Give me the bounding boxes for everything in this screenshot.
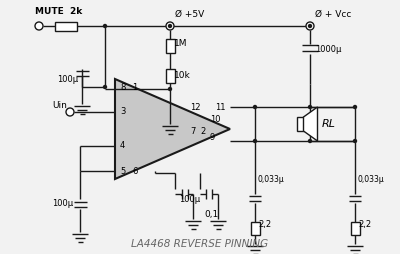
Text: Ø +5V: Ø +5V	[175, 9, 204, 19]
Text: 11: 11	[215, 103, 226, 112]
Bar	[296, 117, 304, 131]
Circle shape	[306, 22, 314, 30]
Text: 10: 10	[210, 115, 220, 123]
Text: 8: 8	[120, 83, 125, 91]
Text: 3: 3	[120, 107, 125, 117]
Text: LA4468 REVERSE PINNING: LA4468 REVERSE PINNING	[132, 239, 268, 249]
Circle shape	[308, 139, 312, 142]
Bar	[55, 22, 77, 30]
Text: 2,2: 2,2	[258, 219, 271, 229]
Circle shape	[254, 139, 256, 142]
Polygon shape	[115, 79, 230, 179]
Text: Ø + Vcc: Ø + Vcc	[315, 9, 351, 19]
Text: 100μ: 100μ	[57, 74, 78, 84]
Text: 4: 4	[120, 141, 125, 151]
Circle shape	[354, 105, 356, 108]
Text: RL: RL	[322, 119, 336, 129]
Circle shape	[308, 24, 312, 27]
Bar	[250, 221, 260, 234]
Text: 1: 1	[132, 83, 137, 91]
Bar	[350, 221, 360, 234]
Text: 6: 6	[132, 167, 137, 176]
Circle shape	[254, 105, 256, 108]
Circle shape	[168, 24, 172, 27]
Text: 100μ: 100μ	[179, 195, 200, 203]
Text: 100μ: 100μ	[52, 199, 73, 209]
Text: 12: 12	[190, 103, 200, 112]
Text: 7: 7	[190, 126, 195, 135]
Circle shape	[104, 86, 106, 88]
Text: 9: 9	[210, 133, 215, 141]
Polygon shape	[304, 107, 318, 141]
Circle shape	[308, 105, 312, 108]
Circle shape	[168, 87, 172, 90]
Bar	[166, 69, 174, 83]
Bar	[166, 39, 174, 53]
Text: 1M: 1M	[174, 40, 188, 49]
Text: 0,033μ: 0,033μ	[358, 174, 385, 183]
Circle shape	[354, 139, 356, 142]
Text: 1000μ: 1000μ	[315, 44, 341, 54]
Text: 0,033μ: 0,033μ	[258, 174, 285, 183]
Text: Uin: Uin	[52, 102, 67, 110]
Text: 2: 2	[200, 126, 205, 135]
Circle shape	[66, 108, 74, 116]
Text: 0,1: 0,1	[204, 210, 218, 218]
Text: MUTE  2k: MUTE 2k	[35, 7, 82, 15]
Circle shape	[35, 22, 43, 30]
Text: 10k: 10k	[174, 71, 191, 81]
Text: 2,2: 2,2	[358, 219, 371, 229]
Circle shape	[104, 24, 106, 27]
Circle shape	[166, 22, 174, 30]
Text: 5: 5	[120, 167, 125, 176]
